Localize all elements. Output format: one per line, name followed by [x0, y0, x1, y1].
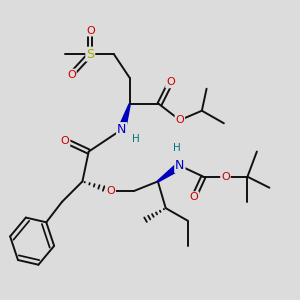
Text: O: O	[67, 70, 76, 80]
Text: O: O	[106, 186, 115, 196]
Text: H: H	[132, 134, 140, 144]
Text: H: H	[173, 143, 181, 153]
Text: N: N	[117, 123, 126, 136]
Text: S: S	[86, 48, 94, 61]
Text: O: O	[166, 77, 175, 87]
Polygon shape	[118, 104, 130, 131]
Text: N: N	[175, 159, 184, 172]
Text: O: O	[86, 26, 95, 36]
Text: O: O	[190, 192, 198, 202]
Text: O: O	[221, 172, 230, 182]
Polygon shape	[158, 163, 182, 182]
Text: O: O	[61, 136, 70, 146]
Text: O: O	[176, 115, 184, 125]
